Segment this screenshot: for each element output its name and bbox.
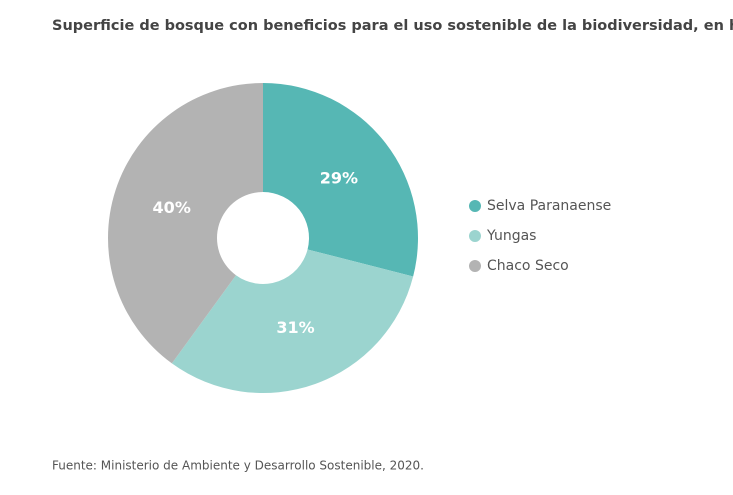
data-label: 31%: [276, 318, 314, 337]
legend-swatch: [469, 200, 481, 212]
data-label: 29%: [320, 169, 358, 188]
legend-label: Selva Paranaense: [487, 198, 611, 214]
legend-swatch: [469, 260, 481, 272]
donut-slice: [108, 83, 264, 364]
legend-label: Yungas: [486, 228, 536, 244]
chart-title: Superficie de bosque con beneficios para…: [52, 18, 733, 34]
donut-slice: [171, 249, 414, 393]
legend-swatch: [469, 230, 481, 242]
source-note: Fuente: Ministerio de Ambiente y Desarro…: [52, 459, 424, 473]
data-label: 40%: [153, 198, 191, 217]
legend-label: Chaco Seco: [487, 258, 569, 274]
donut-slice: [263, 83, 418, 277]
